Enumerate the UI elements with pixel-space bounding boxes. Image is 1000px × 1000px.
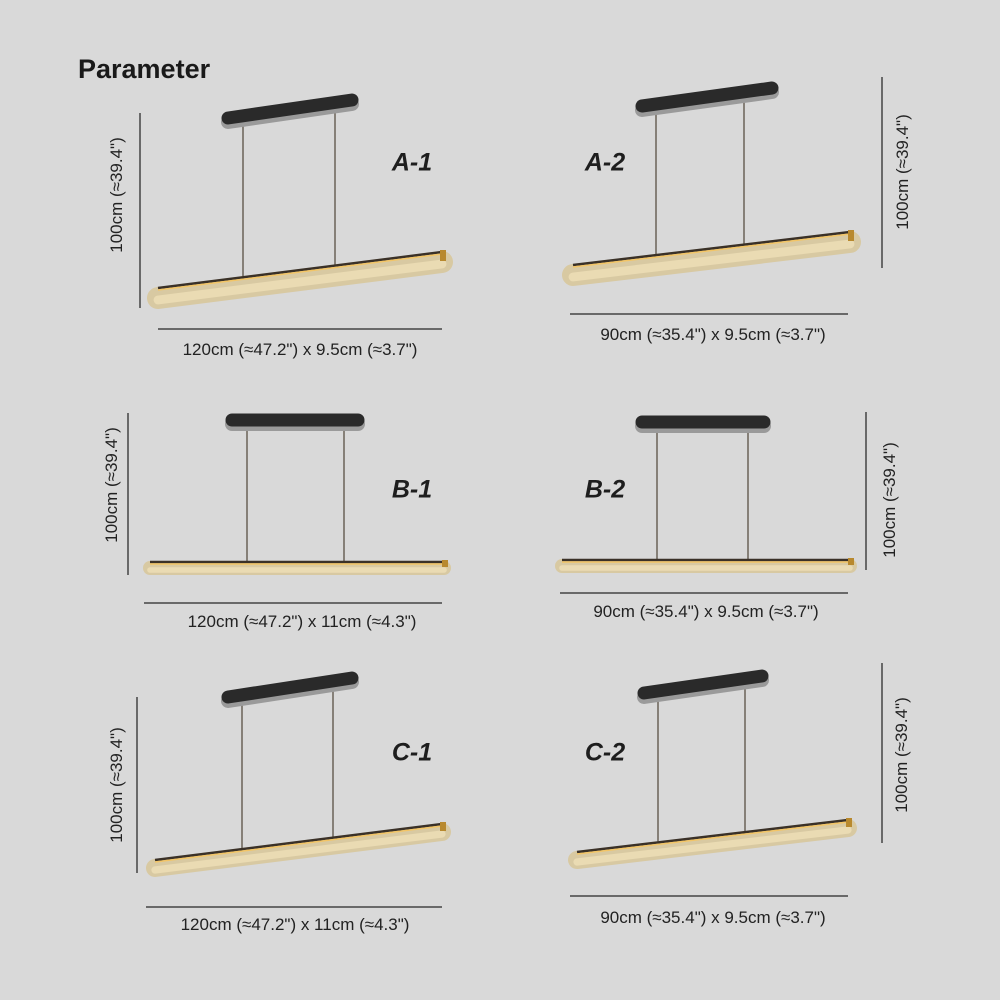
tube-top-rail [576,818,849,854]
height-label: 100cm (≈39.4") [107,727,126,843]
tube-led-strip [572,233,851,268]
end-cap [440,250,446,261]
tube-top-rail [157,250,443,290]
canopy [637,669,769,700]
size-label: 120cm (≈47.2") x 11cm (≈4.3") [180,915,410,934]
size-label: 120cm (≈47.2") x 11cm (≈4.3") [187,612,417,631]
canopy [221,671,359,704]
end-cap [846,818,852,827]
tube-top-rail [154,822,443,862]
tube-glow [573,826,852,866]
size-label: 90cm (≈35.4") x 9.5cm (≈3.7") [600,325,826,344]
tube-top-rail [572,230,851,267]
tube-led-strip [154,825,443,863]
height-label: 100cm (≈39.4") [107,137,126,253]
end-cap [848,230,854,241]
height-label: 100cm (≈39.4") [893,114,912,230]
canopy [221,93,359,125]
tube-glow [153,259,447,305]
height-label: 100cm (≈39.4") [892,697,911,813]
size-label: 90cm (≈35.4") x 9.5cm (≈3.7") [600,908,826,927]
end-cap [442,560,448,567]
model-label: C-1 [391,738,433,767]
tube-led-strip [576,821,849,855]
tube-glow [568,239,855,282]
model-label: A-2 [584,148,626,177]
end-cap [440,822,446,831]
model-label: B-2 [584,475,626,504]
tube-led-strip [157,253,443,291]
model-label: A-1 [391,148,433,177]
height-label: 100cm (≈39.4") [102,427,121,543]
model-label: C-2 [584,738,626,767]
canopy [635,81,779,113]
tube-glow [151,830,446,874]
page-title: Parameter [78,54,211,84]
height-label: 100cm (≈39.4") [880,442,899,558]
size-label: 120cm (≈47.2") x 9.5cm (≈3.7") [182,340,418,359]
size-label: 90cm (≈35.4") x 9.5cm (≈3.7") [593,602,819,621]
end-cap [848,558,854,565]
model-label: B-1 [391,475,433,504]
